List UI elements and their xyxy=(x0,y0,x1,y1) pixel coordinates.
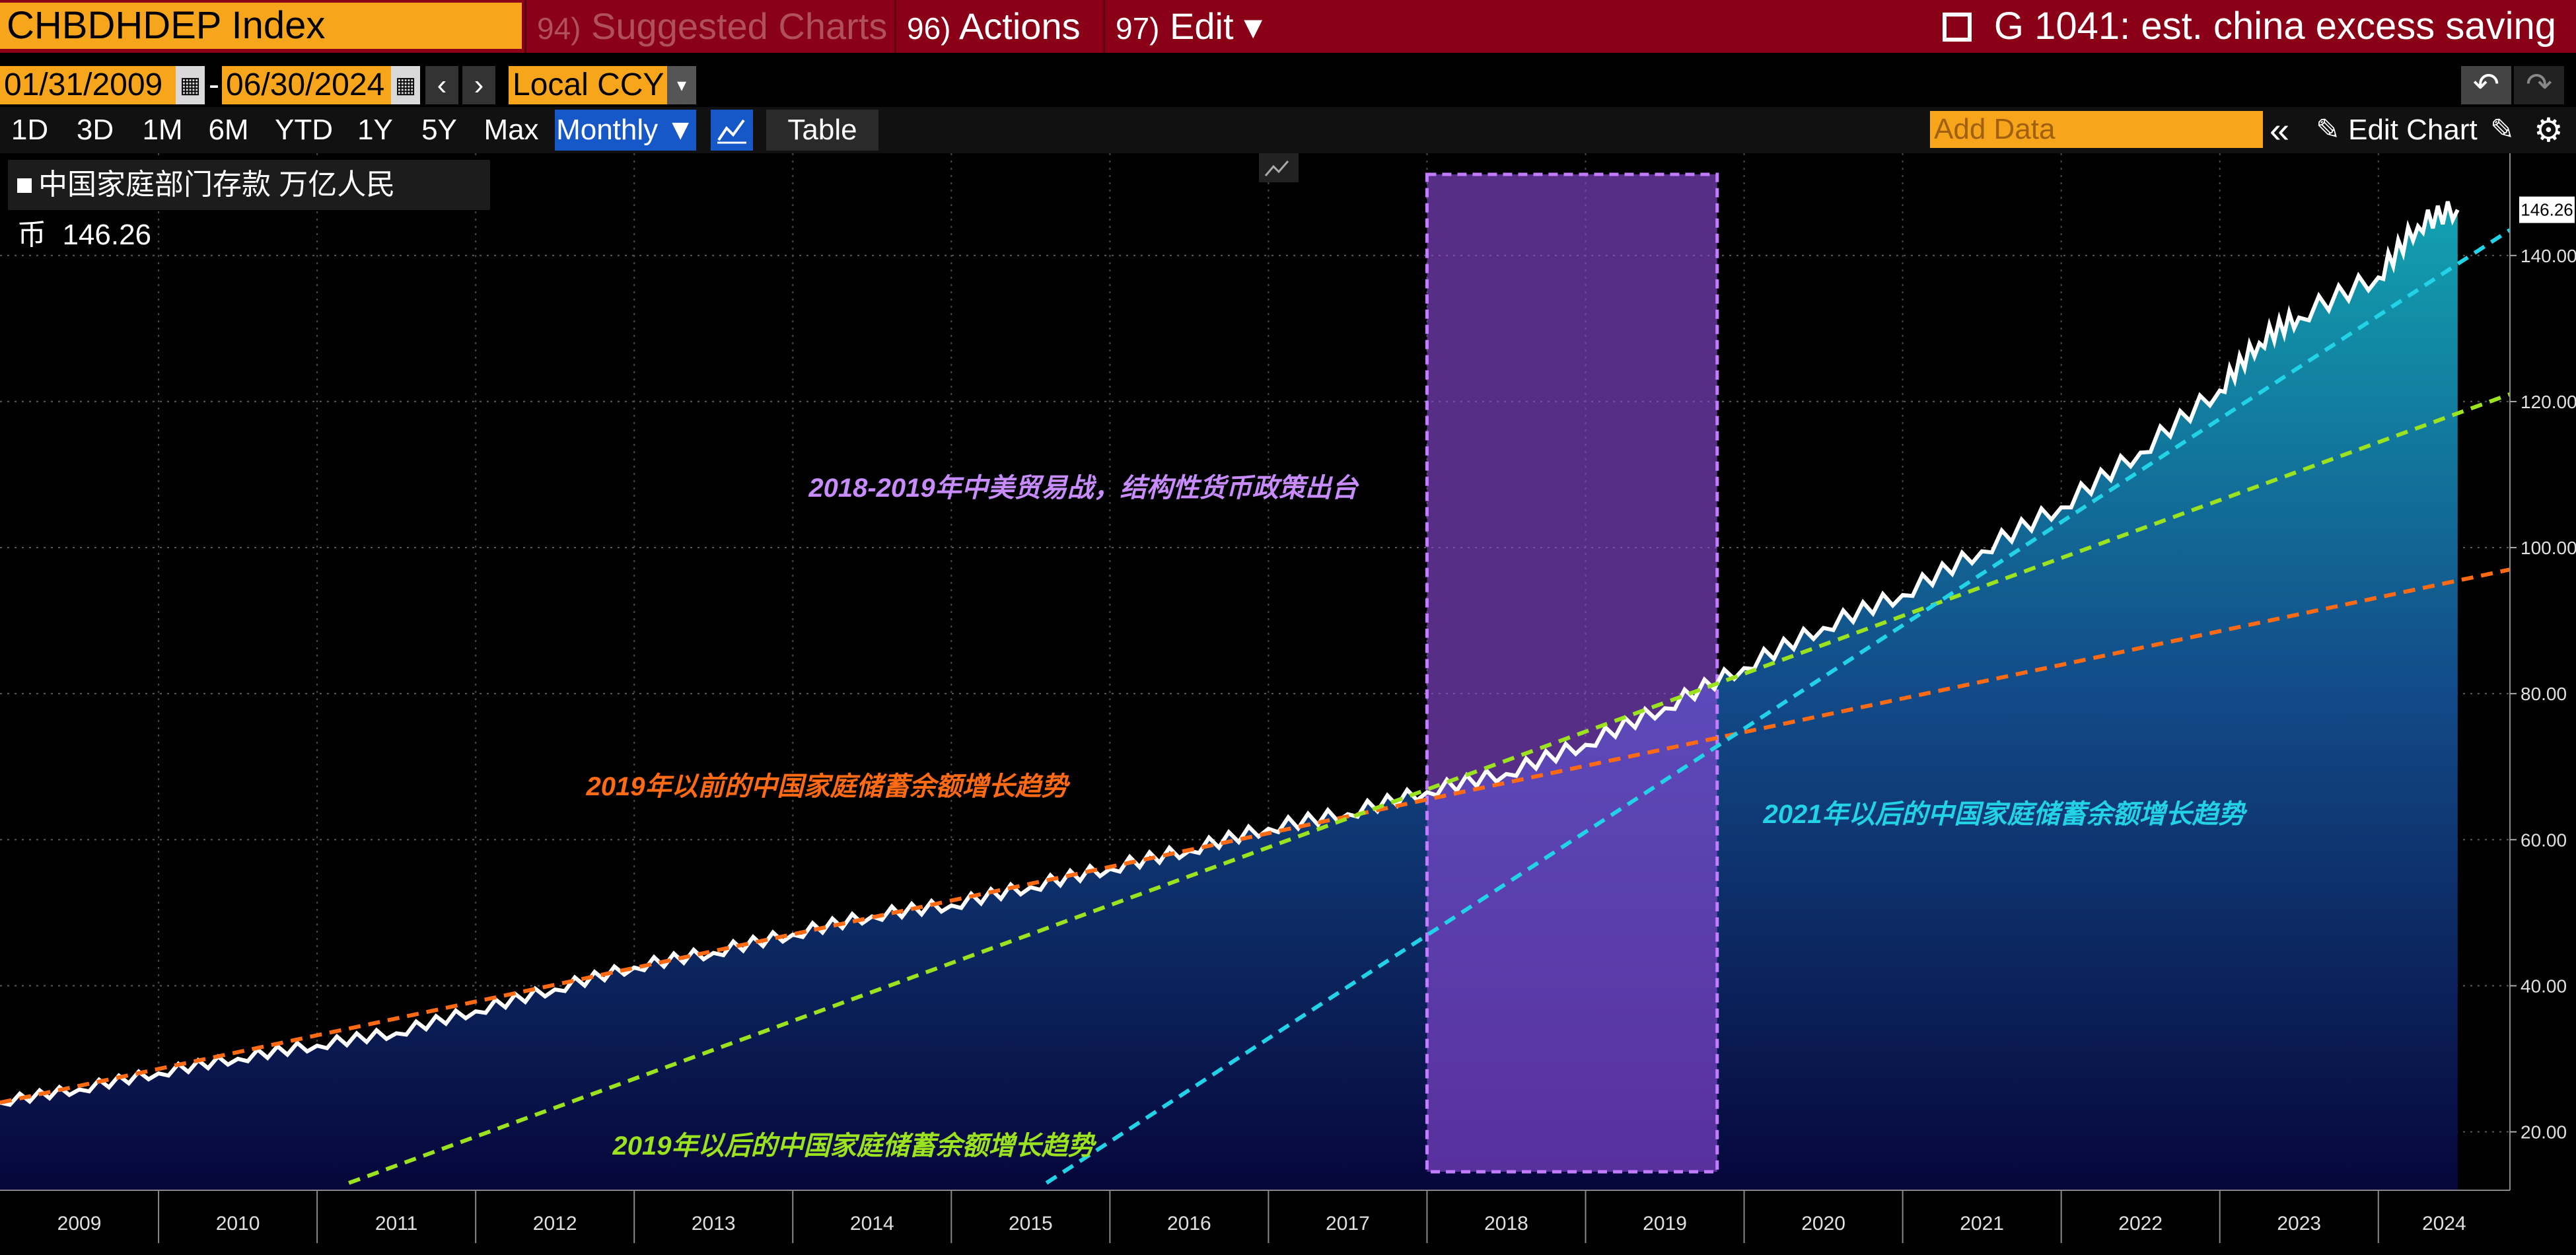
highlight-annotation: 2018-2019年中美贸易战，结构性货币政策出台 xyxy=(808,474,1359,503)
trend-line-pre-2019 xyxy=(0,567,2511,1105)
chart-title: G 1041: est. china excess saving xyxy=(1942,0,2556,53)
x-tick-label: 2024 xyxy=(2422,1213,2466,1235)
timeframe-1m[interactable]: 1M xyxy=(142,114,183,146)
timeframe-1d[interactable]: 1D xyxy=(11,114,49,146)
x-tick-label: 2023 xyxy=(2277,1213,2321,1235)
timeframe-3d[interactable]: 3D xyxy=(76,114,114,146)
pencil-icon: ✎ xyxy=(2316,114,2340,146)
x-tick-label: 2022 xyxy=(2118,1213,2163,1235)
last-value-label: 146.26 xyxy=(2521,200,2573,220)
timeframe-5y[interactable]: 5Y xyxy=(421,114,457,146)
edit-menu[interactable]: 97) Edit ▾ xyxy=(1103,0,1266,53)
x-tick-label: 2016 xyxy=(1167,1213,1211,1235)
edit-chart-label: Edit Chart xyxy=(2348,114,2478,146)
x-tick-label: 2009 xyxy=(57,1213,102,1235)
next-period-button[interactable]: › xyxy=(462,66,495,104)
ticker-field[interactable]: CHBDHDEP Index xyxy=(0,3,522,49)
x-tick-label: 2021 xyxy=(1960,1213,2004,1235)
y-axis-background xyxy=(2510,153,2576,1255)
trend-label-post-2021: 2021年以后的中国家庭储蓄余额增长趋势 xyxy=(1763,800,2248,829)
menu-label: Actions xyxy=(958,5,1081,47)
x-tick-label: 2015 xyxy=(1009,1213,1053,1235)
series-line xyxy=(0,201,2460,1107)
chevron-down-icon: ▾ xyxy=(1244,5,1263,47)
timeframe-max[interactable]: Max xyxy=(483,114,539,146)
x-tick-label: 2012 xyxy=(533,1213,577,1235)
menu-number: 97) xyxy=(1116,11,1160,46)
legend[interactable]: 中国家庭部门存款 万亿人民币 146.26 xyxy=(8,160,490,251)
period-select[interactable]: Monthly ▼ xyxy=(555,110,696,151)
suggested-charts-menu[interactable]: 94) Suggested Charts ▾ xyxy=(524,0,894,102)
calendar-icon[interactable]: ▦ xyxy=(391,66,420,104)
x-tick-label: 2020 xyxy=(1801,1213,1845,1235)
timeframe-ytd[interactable]: YTD xyxy=(275,114,333,146)
x-tick-label: 2013 xyxy=(692,1213,736,1235)
timeframe-1y[interactable]: 1Y xyxy=(357,114,393,146)
last-value-tag: 146.26 xyxy=(2519,196,2575,223)
chart-canvas: 2018-2019年中美贸易战，结构性货币政策出台 2019年以前的中国家庭储蓄… xyxy=(0,153,2576,1255)
menu-label: Edit xyxy=(1170,5,1234,47)
chart-title-text: G 1041: est. china excess saving xyxy=(1993,5,2556,48)
start-date-input[interactable]: 01/31/2009 xyxy=(0,66,176,104)
edit-chart-button[interactable]: ✎ Edit Chart xyxy=(2316,110,2478,151)
x-tick-label: 2011 xyxy=(375,1213,418,1235)
menu-label: Suggested Charts xyxy=(591,5,888,47)
x-tick-label: 2019 xyxy=(1643,1213,1687,1235)
chart-type-icon[interactable] xyxy=(1259,153,1299,182)
collapse-icon[interactable]: « xyxy=(2270,110,2290,150)
add-data-input[interactable]: Add Data xyxy=(1930,111,2263,148)
y-tick-label: 40.00 xyxy=(2521,976,2567,996)
date-separator: - xyxy=(209,67,219,102)
y-tick-label: 80.00 xyxy=(2521,684,2567,704)
y-tick-label: 140.00 xyxy=(2521,246,2576,266)
trend-line-post-2019 xyxy=(348,392,2511,1185)
x-axis: 2009 2010 2011 2012 2013 2014 2015 2016 2017 2018… xyxy=(0,1190,2510,1243)
legend-label: 中国家庭部门存款 万亿人民币 xyxy=(17,168,396,251)
currency-select[interactable]: Local CCY xyxy=(509,66,667,104)
annotate-icon[interactable]: ✎ xyxy=(2490,114,2515,146)
chevron-down-icon[interactable]: ▾ xyxy=(667,66,696,104)
y-axis: 20.00 40.00 60.00 80.00 100.00 120.00 140.00 xyxy=(2509,153,2576,1255)
x-tick-label: 2018 xyxy=(1484,1213,1528,1235)
external-link-icon[interactable] xyxy=(1942,13,1972,42)
timeframe-6m[interactable]: 6M xyxy=(208,114,249,146)
y-tick-label: 60.00 xyxy=(2521,830,2567,850)
x-tick-label: 2010 xyxy=(216,1213,260,1235)
legend-value: 146.26 xyxy=(62,219,152,251)
x-tick-label: 2014 xyxy=(850,1213,894,1235)
y-tick-label: 20.00 xyxy=(2521,1122,2567,1143)
prev-period-button[interactable]: ‹ xyxy=(425,66,458,104)
end-date-input[interactable]: 06/30/2024 xyxy=(222,66,391,104)
y-tick-label: 100.00 xyxy=(2521,538,2576,558)
line-chart-icon[interactable] xyxy=(711,110,753,151)
table-button[interactable]: Table xyxy=(766,110,878,151)
actions-menu[interactable]: 96) Actions ▾ xyxy=(894,0,1103,102)
series-area xyxy=(0,201,2458,1191)
menu-number: 96) xyxy=(907,11,951,46)
calendar-icon[interactable]: ▦ xyxy=(176,66,205,104)
highlight-region xyxy=(1425,172,1719,1174)
legend-swatch xyxy=(17,178,32,193)
trend-label-post-2019: 2019年以后的中国家庭储蓄余额增长趋势 xyxy=(612,1131,1098,1161)
menu-number: 94) xyxy=(537,11,581,46)
gear-icon[interactable]: ⚙ xyxy=(2534,112,2563,149)
trend-label-pre-2019: 2019年以前的中国家庭储蓄余额增长趋势 xyxy=(586,772,1071,801)
redo-button[interactable]: ↷ xyxy=(2514,66,2564,104)
trend-line-post-2021 xyxy=(1045,228,2511,1185)
x-tick-label: 2017 xyxy=(1326,1213,1370,1235)
y-tick-label: 120.00 xyxy=(2521,392,2576,412)
undo-button[interactable]: ↶ xyxy=(2461,66,2511,104)
